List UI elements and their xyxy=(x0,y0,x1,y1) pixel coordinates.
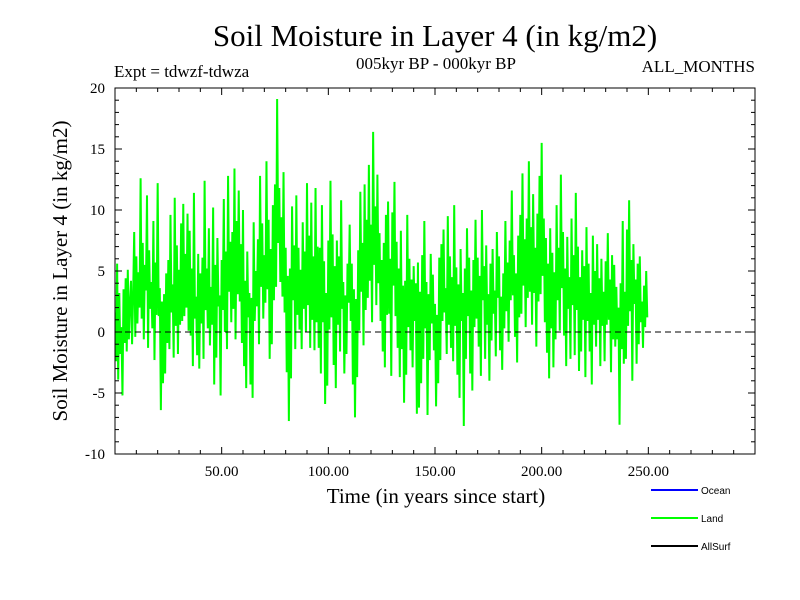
y-tick-label: 15 xyxy=(90,142,105,158)
y-tick-label: -10 xyxy=(85,447,105,463)
x-tick-label: 250.00 xyxy=(628,464,669,480)
series-layer xyxy=(115,98,649,426)
y-tick-label: 10 xyxy=(90,203,105,219)
period-label: ALL_MONTHS xyxy=(642,57,755,76)
chart-subtitle: 005kyr BP - 000kyr BP xyxy=(356,54,516,73)
experiment-label: Expt = tdwzf-tdwza xyxy=(114,62,250,81)
y-tick-label: 0 xyxy=(98,325,106,341)
legend-label-ocean: Ocean xyxy=(701,486,730,497)
y-axis-label: Soil Moisture in Layer 4 (in kg/m2) xyxy=(48,121,72,422)
y-tick-label: -5 xyxy=(93,386,106,402)
y-axis: -10 -5 0 5 10 15 20 xyxy=(85,81,755,463)
x-axis-label: Time (in years since start) xyxy=(327,484,546,508)
legend-label-land: Land xyxy=(701,514,723,525)
series-line-land xyxy=(115,98,649,426)
x-tick-label: 200.00 xyxy=(521,464,562,480)
x-axis: 50.00 100.00 150.00 200.00 250.00 xyxy=(135,88,735,480)
x-tick-label: 50.00 xyxy=(205,464,239,480)
x-tick-label: 100.00 xyxy=(308,464,349,480)
y-tick-label: 20 xyxy=(90,81,105,97)
x-tick-label: 150.00 xyxy=(414,464,455,480)
y-tick-label: 5 xyxy=(98,264,106,280)
chart-title: Soil Moisture in Layer 4 (in kg/m2) xyxy=(213,18,657,53)
legend: Ocean Land AllSurf xyxy=(651,486,731,553)
legend-label-allsurf: AllSurf xyxy=(701,542,731,553)
